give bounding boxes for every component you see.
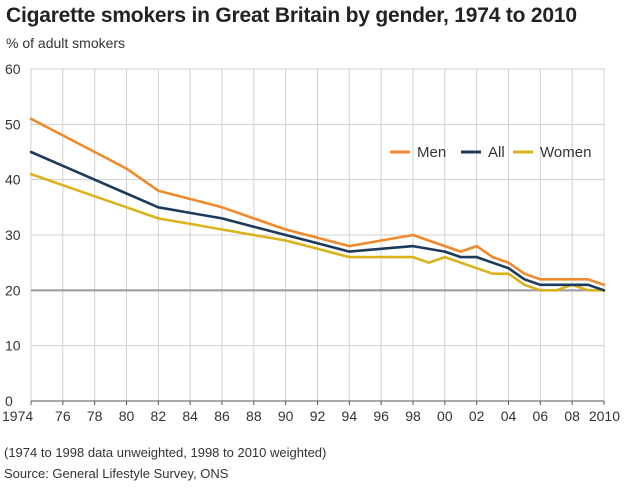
line-chart: 0 10 20 30 40 50 60 1974 76 78 80 82 84 86 88 90 92 94 96 9… xyxy=(2,61,620,424)
x-tick-label: 78 xyxy=(87,408,103,424)
series-layer xyxy=(29,117,606,292)
y-tick-label: 50 xyxy=(5,116,21,132)
x-tick-label: 84 xyxy=(182,408,198,424)
y-tick-label: 10 xyxy=(5,338,21,354)
x-tick-label: 76 xyxy=(55,408,71,424)
y-tick-label: 20 xyxy=(5,282,21,298)
y-axis-unit-label: % of adult smokers xyxy=(6,35,126,51)
x-tick-label: 02 xyxy=(469,408,485,424)
x-tick-label: 06 xyxy=(533,408,549,424)
y-tick-label: 30 xyxy=(5,227,21,243)
y-tick-label: 40 xyxy=(5,172,21,188)
x-tick-label: 08 xyxy=(564,408,580,424)
y-tick-label: 0 xyxy=(5,393,13,409)
x-tick-label: 92 xyxy=(310,408,326,424)
chart-title: Cigarette smokers in Great Britain by ge… xyxy=(6,4,577,27)
legend: Men All Women xyxy=(390,144,591,161)
x-tick-label: 94 xyxy=(342,408,358,424)
x-tick-label: 80 xyxy=(119,408,135,424)
series-line-all xyxy=(29,150,606,292)
source-note: Source: General Lifestyle Survey, ONS xyxy=(4,466,229,481)
y-tick-label: 60 xyxy=(5,61,21,77)
x-tick-label: 98 xyxy=(405,408,421,424)
x-tick-label: 96 xyxy=(373,408,389,424)
x-tick-label: 00 xyxy=(437,408,453,424)
legend-label-all: All xyxy=(488,144,505,161)
x-tick-label: 2010 xyxy=(589,408,620,424)
x-tick-label: 90 xyxy=(278,408,294,424)
legend-label-women: Women xyxy=(540,144,591,161)
data-weighting-note: (1974 to 1998 data unweighted, 1998 to 2… xyxy=(4,445,327,460)
series-line-women xyxy=(29,172,606,292)
x-tick-label: 1974 xyxy=(2,408,33,424)
x-tick-label: 82 xyxy=(151,408,167,424)
axis-layer: 0 10 20 30 40 50 60 1974 76 78 80 82 84 86 88 90 92 94 96 9… xyxy=(2,61,620,424)
legend-label-men: Men xyxy=(417,144,446,161)
x-tick-label: 88 xyxy=(246,408,262,424)
grid-layer xyxy=(30,68,605,402)
x-tick-label: 86 xyxy=(214,408,230,424)
x-tick-label: 04 xyxy=(501,408,517,424)
series-line-men xyxy=(29,117,606,287)
